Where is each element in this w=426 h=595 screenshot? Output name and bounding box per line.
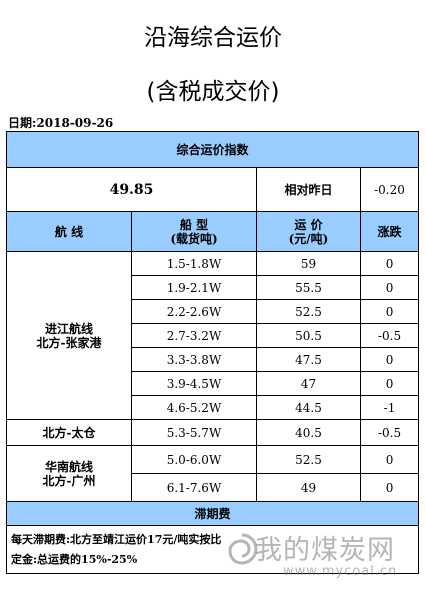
index-value-row: 49.85 相对昨日 -0.20 <box>6 167 420 212</box>
compare-label: 相对昨日 <box>256 167 361 212</box>
table-row: 进江航线 北方-张家港 1.5-1.8W 59 0 <box>6 251 420 420</box>
table-row: 2.7-3.2W 50.5 -0.5 <box>7 323 420 348</box>
change-cell: 0 <box>359 275 420 300</box>
table-row: 1.9-2.1W 55.5 0 <box>7 275 420 300</box>
price-cell: 55.5 <box>256 275 361 300</box>
ship-type-cell: 1.5-1.8W <box>131 251 257 276</box>
price-cell: 47.5 <box>256 347 361 372</box>
ship-type-cell: 1.9-2.1W <box>131 275 257 300</box>
ship-type-cell: 6.1-7.6W <box>131 473 257 502</box>
change-cell: -1 <box>359 395 420 420</box>
page-subtitle: (含税成交价) <box>146 79 280 105</box>
table-row: 6.1-7.6W 49 0 <box>7 473 420 502</box>
route-line1: 进江航线 <box>44 321 93 336</box>
change-cell: 0 <box>359 347 420 372</box>
table-row: 3.3-3.8W 47.5 0 <box>7 347 420 372</box>
ship-type-cell: 4.6-5.2W <box>131 395 257 420</box>
ship-type-cell: 3.9-4.5W <box>131 371 257 396</box>
demurrage-line1: 每天滞期费:北方至靖江运价17元/吨实按比 <box>11 532 222 546</box>
page-title: 沿海综合运价 <box>144 25 282 51</box>
price-cell: 49 <box>256 473 361 502</box>
ship-type-cell: 5.0-6.0W <box>131 445 257 474</box>
freight-header: 运 价 (元/吨) <box>256 211 361 252</box>
table-row: 华南航线 北方-广州 5.0-6.0W 52.5 0 <box>6 445 420 502</box>
price-cell: 47 <box>256 371 361 396</box>
index-value: 49.85 <box>6 167 257 212</box>
change-cell: 0 <box>359 371 420 396</box>
change-cell: 0 <box>359 473 420 502</box>
route-line2: 北方-张家港 <box>36 335 102 350</box>
index-label: 综合运价指数 <box>5 131 420 168</box>
demurrage-line2: 定金:总运费的15%-25% <box>11 552 138 566</box>
table-row: 4.6-5.2W 44.5 -1 <box>7 395 420 420</box>
ship-type-cell: 3.3-3.8W <box>131 347 257 372</box>
change-cell: 0 <box>359 445 420 474</box>
index-title-row: 综合运价指数 <box>5 131 420 168</box>
table-row: 北方-太仓 5.3-5.7W 40.5 -0.5 <box>6 419 420 446</box>
ship-type-header-line2: (载货吨) <box>170 231 218 246</box>
index-change: -0.20 <box>359 167 420 212</box>
change-cell: 0 <box>359 251 420 276</box>
change-header: 涨跌 <box>359 211 420 252</box>
table-row: 3.9-4.5W 47 0 <box>7 371 420 396</box>
ship-type-header-line1: 船 型 <box>179 217 209 232</box>
demurrage-note-row: 每天滞期费:北方至靖江运价17元/吨实按比 定金:总运费的15%-25% <box>5 525 420 574</box>
demurrage-note: 每天滞期费:北方至靖江运价17元/吨实按比 定金:总运费的15%-25% <box>5 525 420 574</box>
freight-rate-table: 综合运价指数 49.85 相对昨日 -0.20 航 线 船 型 (载货吨) 运 … <box>5 131 420 574</box>
price-cell: 52.5 <box>256 299 361 324</box>
route-line2: 北方-广州 <box>42 473 96 488</box>
ship-type-header: 船 型 (载货吨) <box>131 211 257 252</box>
price-cell: 59 <box>256 251 361 276</box>
route-header: 航 线 <box>6 211 132 252</box>
route-line1: 华南航线 <box>44 459 93 474</box>
report-date: 日期:2018-09-26 <box>8 116 114 130</box>
demurrage-label: 滞期费 <box>5 501 420 526</box>
price-cell: 40.5 <box>256 419 361 446</box>
table-header-row: 航 线 船 型 (载货吨) 运 价 (元/吨) 涨跌 <box>6 211 420 252</box>
price-cell: 50.5 <box>256 323 361 348</box>
price-cell: 44.5 <box>256 395 361 420</box>
change-cell: 0 <box>359 299 420 324</box>
ship-type-cell: 2.2-2.6W <box>131 299 257 324</box>
ship-type-cell: 5.3-5.7W <box>131 419 257 446</box>
freight-header-line2: (元/吨) <box>288 231 329 246</box>
change-cell: -0.5 <box>359 419 420 446</box>
route-cell-jinjiang: 进江航线 北方-张家港 <box>6 251 132 420</box>
route-cell-taicang: 北方-太仓 <box>6 419 132 446</box>
demurrage-title-row: 滞期费 <box>5 501 420 526</box>
ship-type-cell: 2.7-3.2W <box>131 323 257 348</box>
change-cell: -0.5 <box>359 323 420 348</box>
price-cell: 52.5 <box>256 445 361 474</box>
freight-header-line1: 运 价 <box>294 217 323 232</box>
route-cell-huanan: 华南航线 北方-广州 <box>6 445 132 502</box>
